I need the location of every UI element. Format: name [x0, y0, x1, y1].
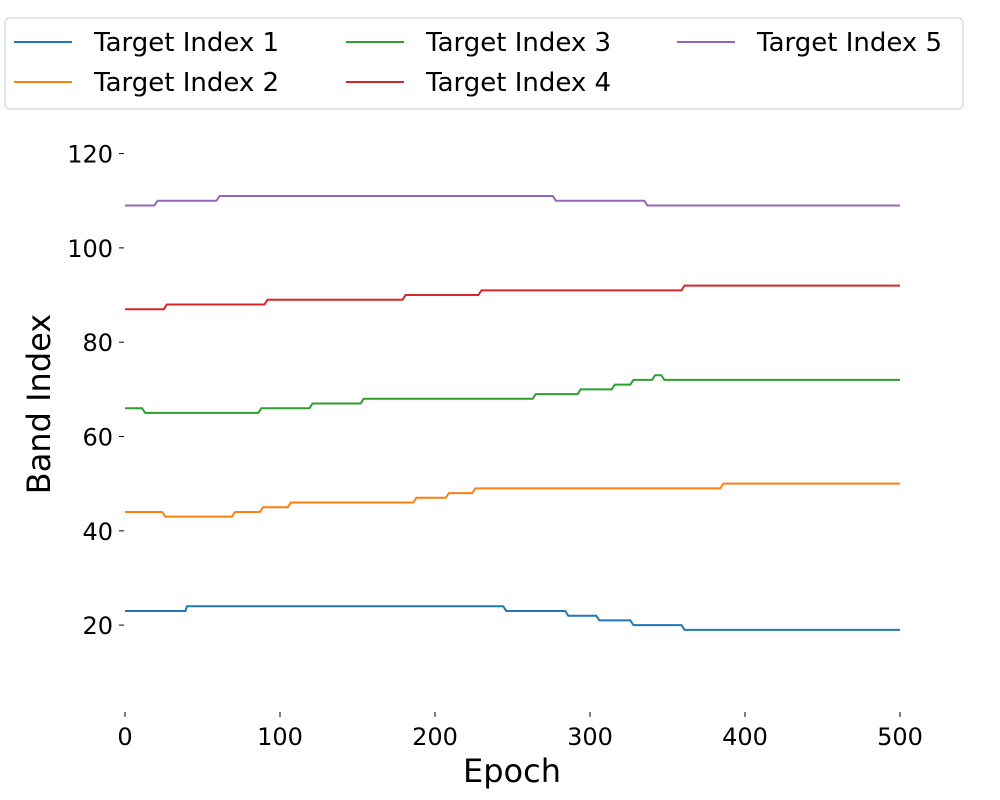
plot-area: [125, 195, 900, 631]
legend-label-1: Target Index 1: [93, 28, 279, 58]
legend-item-1: Target Index 1: [14, 28, 279, 58]
x-axis-title: Epoch: [463, 752, 561, 790]
series-line-4: [125, 284, 900, 311]
x-tick-label-200: 200: [412, 723, 458, 751]
y-tick-label-20: 20: [82, 612, 113, 640]
legend-item-4: Target Index 4: [346, 68, 611, 98]
legend-box: [4, 17, 964, 110]
x-axis: 0 100 200 300 400 500: [117, 712, 923, 751]
y-tick-label-40: 40: [82, 518, 113, 546]
legend-item-5: Target Index 5: [677, 28, 942, 58]
y-tick-label-80: 80: [82, 329, 113, 357]
legend-label-3: Target Index 3: [425, 28, 611, 58]
legend-item-2: Target Index 2: [14, 68, 279, 98]
x-tick-label-0: 0: [117, 723, 132, 751]
y-axis-title: Band Index: [20, 314, 58, 494]
y-tick-label-120: 120: [67, 141, 113, 169]
series-line-2: [125, 482, 900, 518]
series-line-1: [125, 605, 900, 631]
legend-item-3: Target Index 3: [346, 28, 611, 58]
series-line-5: [125, 195, 900, 207]
series-line-3: [125, 374, 900, 414]
x-tick-label-300: 300: [567, 723, 613, 751]
y-tick-label-100: 100: [67, 235, 113, 263]
y-tick-label-60: 60: [82, 424, 113, 452]
legend-label-2: Target Index 2: [93, 68, 279, 98]
legend-label-5: Target Index 5: [756, 28, 942, 58]
x-tick-label-100: 100: [257, 723, 303, 751]
legend-label-4: Target Index 4: [425, 68, 611, 98]
x-tick-label-400: 400: [722, 723, 768, 751]
legend: Target Index 1 Target Index 2 Target Index…: [4, 17, 964, 110]
y-axis: 20 40 60 80 100 120: [67, 141, 124, 640]
x-tick-label-500: 500: [877, 723, 923, 751]
